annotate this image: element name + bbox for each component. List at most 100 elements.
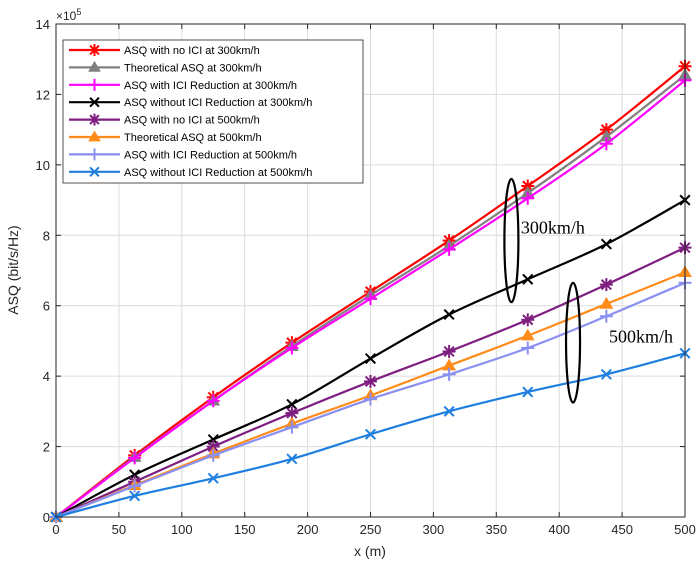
data-point-marker	[521, 179, 535, 193]
y-tick-label: 0	[43, 510, 50, 525]
legend-item: ASQ with ICI Reduction at 300km/h	[69, 78, 297, 92]
x-tick-label: 450	[611, 522, 633, 537]
data-point-marker	[364, 392, 377, 406]
x-tick-label: 250	[360, 522, 382, 537]
data-point-marker	[286, 453, 298, 465]
data-point-marker	[207, 472, 219, 484]
legend-marker-stroke	[89, 97, 100, 108]
legend-marker	[88, 148, 101, 161]
legend-label: ASQ with ICI Reduction at 500km/h	[124, 149, 297, 161]
legend-marker	[89, 166, 100, 177]
legend-marker	[88, 113, 101, 126]
data-point-marker-stroke	[364, 428, 377, 440]
legend-marker	[88, 130, 101, 142]
data-point-marker	[599, 309, 613, 323]
data-point-marker	[522, 386, 534, 398]
x-tick-label: 150	[234, 522, 256, 537]
data-point-marker	[364, 352, 377, 365]
legend-label: Theoretical ASQ at 500km/h	[124, 132, 262, 144]
y-tick-label: 12	[36, 87, 50, 102]
y-tick-label: 8	[43, 228, 50, 243]
legend-label: ASQ without ICI Reduction at 300km/h	[124, 97, 312, 109]
y-axis-label: ASQ (bit/s/Hz)	[5, 225, 21, 314]
data-point-marker-stroke	[286, 453, 298, 465]
data-point-marker	[207, 433, 219, 446]
legend-label: ASQ with no ICI at 500km/h	[124, 115, 260, 127]
legend-item: ASQ without ICI Reduction at 500km/h	[69, 166, 312, 179]
series-8	[50, 347, 691, 523]
annotation-label: 500km/h	[609, 327, 673, 347]
legend-marker	[88, 60, 101, 72]
legend-item: ASQ with no ICI at 300km/h	[69, 44, 260, 57]
data-point-marker-stroke	[129, 469, 141, 481]
data-point-marker	[521, 191, 535, 205]
y-tick-label: 14	[36, 17, 50, 32]
annotation-label: 300km/h	[521, 218, 585, 238]
x-tick-label: 50	[112, 522, 126, 537]
data-point-marker	[443, 308, 455, 321]
y-tick-label: 4	[43, 369, 50, 384]
data-point-marker-stroke	[207, 433, 219, 446]
data-point-marker	[442, 242, 456, 256]
data-point-marker-stroke	[600, 368, 612, 380]
data-point-marker-stroke	[443, 345, 455, 358]
data-point-marker-stroke	[522, 180, 534, 192]
data-point-marker	[443, 405, 455, 417]
data-point-marker-stroke	[207, 472, 219, 484]
data-point-marker-stroke	[522, 314, 534, 326]
legend-label: Theoretical ASQ at 300km/h	[124, 62, 262, 74]
legend-label: ASQ with no ICI at 300km/h	[124, 45, 260, 57]
annotation-layer: 300km/h 500km/h	[503, 177, 673, 404]
data-point-marker	[442, 344, 456, 358]
x-tick-label: 350	[485, 522, 507, 537]
series-7	[49, 276, 692, 524]
data-point-marker-stroke	[600, 238, 612, 250]
legend-label: ASQ without ICI Reduction at 500km/h	[124, 167, 312, 179]
legend-marker	[88, 44, 101, 56]
data-point-marker	[129, 490, 141, 502]
legend-box	[62, 39, 364, 184]
data-point-marker-stroke	[207, 441, 219, 453]
y-tick-label: 10	[36, 158, 50, 173]
axis-ticks: 0 50 100 150 200 250 300 350 400 450 500 0 2 4 6 8 10 12 1…	[36, 17, 696, 537]
data-point-marker	[521, 313, 535, 327]
data-point-marker-stroke	[129, 490, 141, 502]
x-tick-label: 100	[171, 522, 193, 537]
data-point-marker	[442, 367, 456, 381]
group-ellipse	[564, 281, 582, 404]
data-point-marker-stroke	[364, 352, 377, 365]
group-ellipse	[503, 177, 520, 304]
series-3	[49, 73, 692, 524]
data-point-marker	[364, 292, 377, 306]
data-point-marker-stroke	[286, 407, 298, 419]
y-tick-label: 6	[43, 299, 50, 314]
series-layer	[49, 59, 692, 524]
x-tick-label: 500	[674, 522, 696, 537]
data-point-marker	[286, 398, 298, 410]
x-tick-label: 300	[423, 522, 445, 537]
legend-item: Theoretical ASQ at 300km/h	[69, 60, 262, 74]
data-point-marker	[364, 374, 377, 388]
y-tick-label: 2	[43, 440, 50, 455]
legend-marker	[88, 78, 101, 91]
legend-item: ASQ with ICI Reduction at 500km/h	[69, 148, 297, 161]
data-point-marker	[522, 273, 534, 285]
data-point-marker	[599, 278, 613, 292]
data-point-marker	[128, 451, 142, 465]
legend-item: Theoretical ASQ at 500km/h	[69, 130, 262, 144]
data-point-marker	[600, 368, 612, 380]
x-tick-label: 400	[548, 522, 570, 537]
y-axis-multiplier: ×105	[56, 7, 81, 23]
legend-item: ASQ with no ICI at 500km/h	[69, 113, 260, 127]
x-axis-label: x (m)	[354, 543, 386, 559]
data-point-marker	[128, 479, 142, 493]
legend-marker	[89, 97, 100, 108]
legend-marker-stroke	[89, 44, 100, 56]
x-tick-label: 200	[297, 522, 319, 537]
data-point-marker-stroke	[364, 375, 377, 387]
data-point-marker-stroke	[443, 308, 455, 321]
legend-marker-stroke	[89, 166, 100, 177]
data-point-marker-stroke	[600, 279, 612, 291]
data-point-marker	[206, 394, 220, 408]
legend-marker-stroke	[89, 114, 100, 125]
